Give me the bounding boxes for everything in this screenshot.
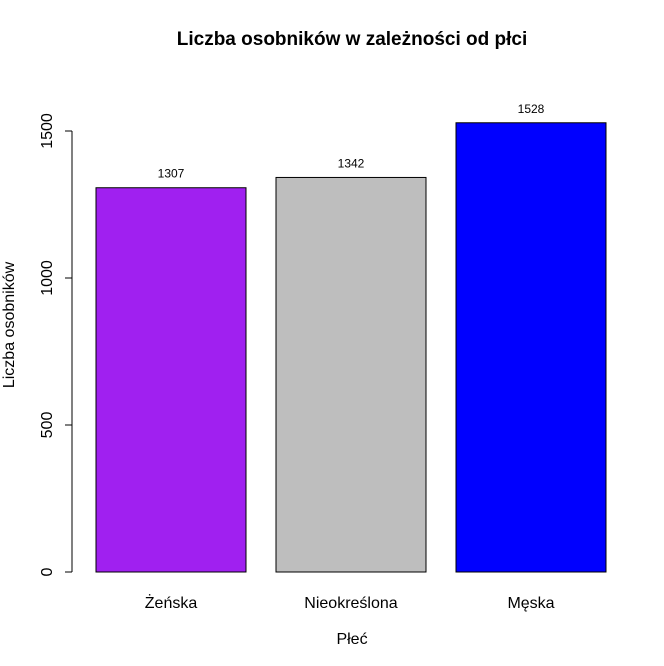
- bar-value-label: 1528: [518, 102, 545, 116]
- y-tick-label: 1500: [39, 113, 56, 149]
- y-axis-label: Liczba osobników: [1, 261, 18, 388]
- y-tick-label: 0: [39, 567, 56, 576]
- x-axis-label: Płeć: [336, 631, 367, 648]
- bar: [275, 176, 427, 573]
- x-tick-labels: Żeńska Nieokreślona Męska: [145, 593, 555, 612]
- bar: [455, 122, 607, 573]
- bar-value-label: 1307: [158, 167, 185, 181]
- bar-value-label: 1342: [338, 156, 365, 170]
- y-axis: 0 500 1000 1500: [39, 113, 73, 576]
- x-tick-label: Żeńska: [145, 593, 198, 612]
- y-tick-label: 500: [39, 412, 56, 439]
- x-tick-label: Nieokreślona: [304, 595, 397, 612]
- bar: [95, 187, 247, 573]
- bars-group: 1307 1342 1528: [95, 102, 607, 573]
- x-tick-label: Męska: [507, 595, 554, 612]
- y-tick-label: 1000: [39, 260, 56, 296]
- chart-title: Liczba osobników w zależności od płci: [177, 29, 528, 50]
